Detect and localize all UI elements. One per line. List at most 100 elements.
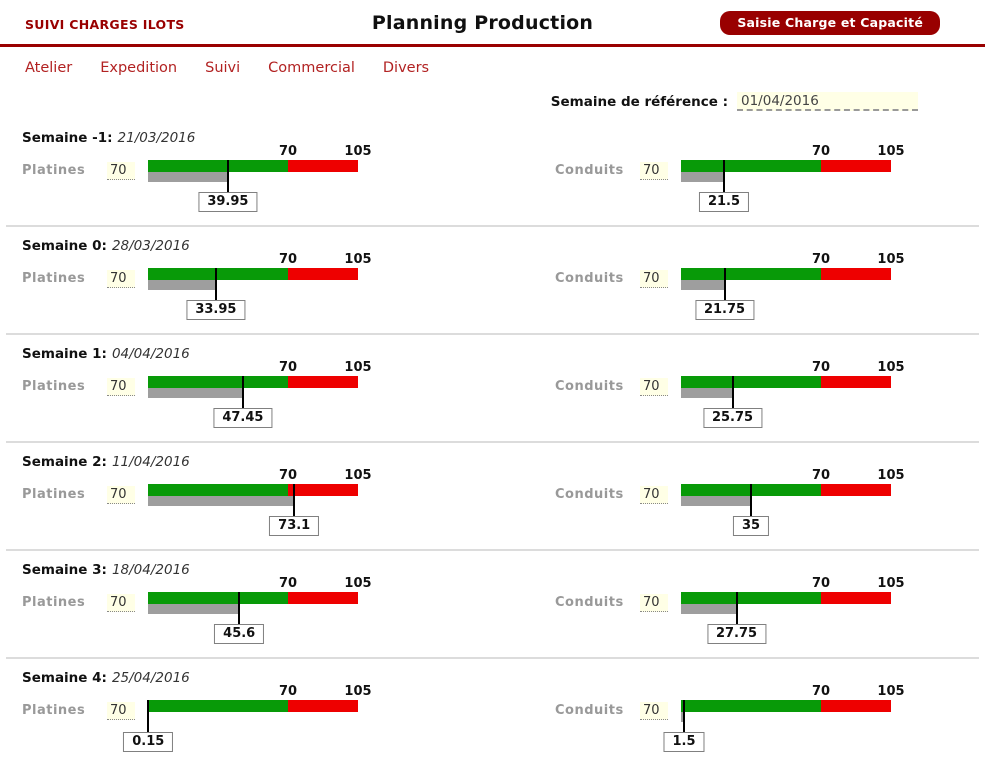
saisie-charge-capacite-button[interactable]: Saisie Charge et Capacité [720,11,940,35]
week-date: 11/04/2016 [112,454,190,470]
gauge-label: Conduits [555,595,640,644]
scale-tick-70: 70 [279,144,297,159]
capacity-bar [148,376,358,388]
capacity-field [107,483,148,536]
capacity-field [640,159,681,212]
scale-tick-70: 70 [279,576,297,591]
week-row: Semaine 4:25/04/2016Platines701050.15Con… [0,659,985,765]
capacity-bar-red [288,268,358,280]
capacity-bar-green [681,700,821,712]
scale-tick-70: 70 [812,468,830,483]
capacity-bar-red [821,376,891,388]
gauges-row: Platines701050.15Conduits701051.5 [0,686,985,752]
charge-bar [148,496,294,506]
capacity-bar-green [681,592,821,604]
capacity-input[interactable] [107,270,135,288]
charge-marker [736,592,738,624]
capacity-bar-green [148,160,288,172]
capacity-field [107,267,148,320]
capacity-input[interactable] [640,162,668,180]
scale-tick-105: 105 [344,684,371,699]
capacity-bar-red [821,700,891,712]
capacity-input[interactable] [640,702,668,720]
reference-week-input[interactable] [737,92,918,111]
scale-tick-70: 70 [812,576,830,591]
capacity-input[interactable] [107,594,135,612]
gauge-conduits: Conduits701051.5 [490,686,985,752]
week-date: 25/04/2016 [112,670,190,686]
gauge-conduits: Conduits7010535 [490,470,985,536]
nav-item-expedition[interactable]: Expedition [100,60,177,76]
capacity-bar [148,160,358,172]
capacity-input[interactable] [107,486,135,504]
nav-item-commercial[interactable]: Commercial [268,60,355,76]
capacity-bar-green [681,376,821,388]
nav-item-suivi[interactable]: Suivi [205,60,240,76]
capacity-bar [681,484,891,496]
gauge-platines: Platines701050.15 [0,686,490,752]
capacity-bar-red [821,592,891,604]
charge-value-box: 45.6 [214,624,264,644]
week-row: Semaine 3:18/04/2016Platines7010545.6Con… [0,551,985,657]
charge-value-box: 27.75 [707,624,766,644]
capacity-field [640,375,681,428]
charge-marker [227,160,229,192]
capacity-bar-green [148,700,288,712]
scale-tick-105: 105 [877,144,904,159]
week-heading: Semaine 1:04/04/2016 [0,346,985,362]
capacity-bar-green [148,592,288,604]
gauges-row: Platines7010547.45Conduits7010525.75 [0,362,985,428]
charge-marker [683,700,685,732]
capacity-bar [148,592,358,604]
capacity-bar-green [148,376,288,388]
nav-item-atelier[interactable]: Atelier [25,60,72,76]
nav-item-divers[interactable]: Divers [383,60,429,76]
gauge-conduits: Conduits7010525.75 [490,362,985,428]
charge-value-box: 0.15 [123,732,173,752]
charge-value-box: 73.1 [269,516,319,536]
scale-tick-105: 105 [877,468,904,483]
gauge-platines: Platines7010547.45 [0,362,490,428]
capacity-input[interactable] [107,378,135,396]
charge-marker [732,376,734,408]
scale-tick-70: 70 [812,360,830,375]
charge-bar [681,496,751,506]
gauge-platines: Platines7010533.95 [0,254,490,320]
charge-value-box: 1.5 [663,732,704,752]
week-heading: Semaine -1:21/03/2016 [0,130,985,146]
gauge-label: Platines [22,595,107,644]
capacity-bar [681,160,891,172]
charge-bar [148,280,216,290]
charge-bar [148,388,243,398]
capacity-bar [148,484,358,496]
scale-tick-105: 105 [877,684,904,699]
capacity-bar-red [821,160,891,172]
week-label: Semaine 0: [22,238,107,254]
capacity-field [640,483,681,536]
capacity-input[interactable] [640,378,668,396]
gauge-conduits: Conduits7010521.75 [490,254,985,320]
scale-tick-70: 70 [812,144,830,159]
capacity-field [107,591,148,644]
capacity-bar [681,268,891,280]
capacity-field [640,267,681,320]
capacity-input[interactable] [107,162,135,180]
capacity-bar [148,268,358,280]
gauges-row: Platines7010545.6Conduits7010527.75 [0,578,985,644]
capacity-input[interactable] [640,594,668,612]
capacity-input[interactable] [640,270,668,288]
capacity-bar-red [288,160,358,172]
capacity-input[interactable] [107,702,135,720]
capacity-input[interactable] [640,486,668,504]
capacity-bar-red [821,268,891,280]
scale-tick-70: 70 [812,252,830,267]
charge-bar [148,172,228,182]
